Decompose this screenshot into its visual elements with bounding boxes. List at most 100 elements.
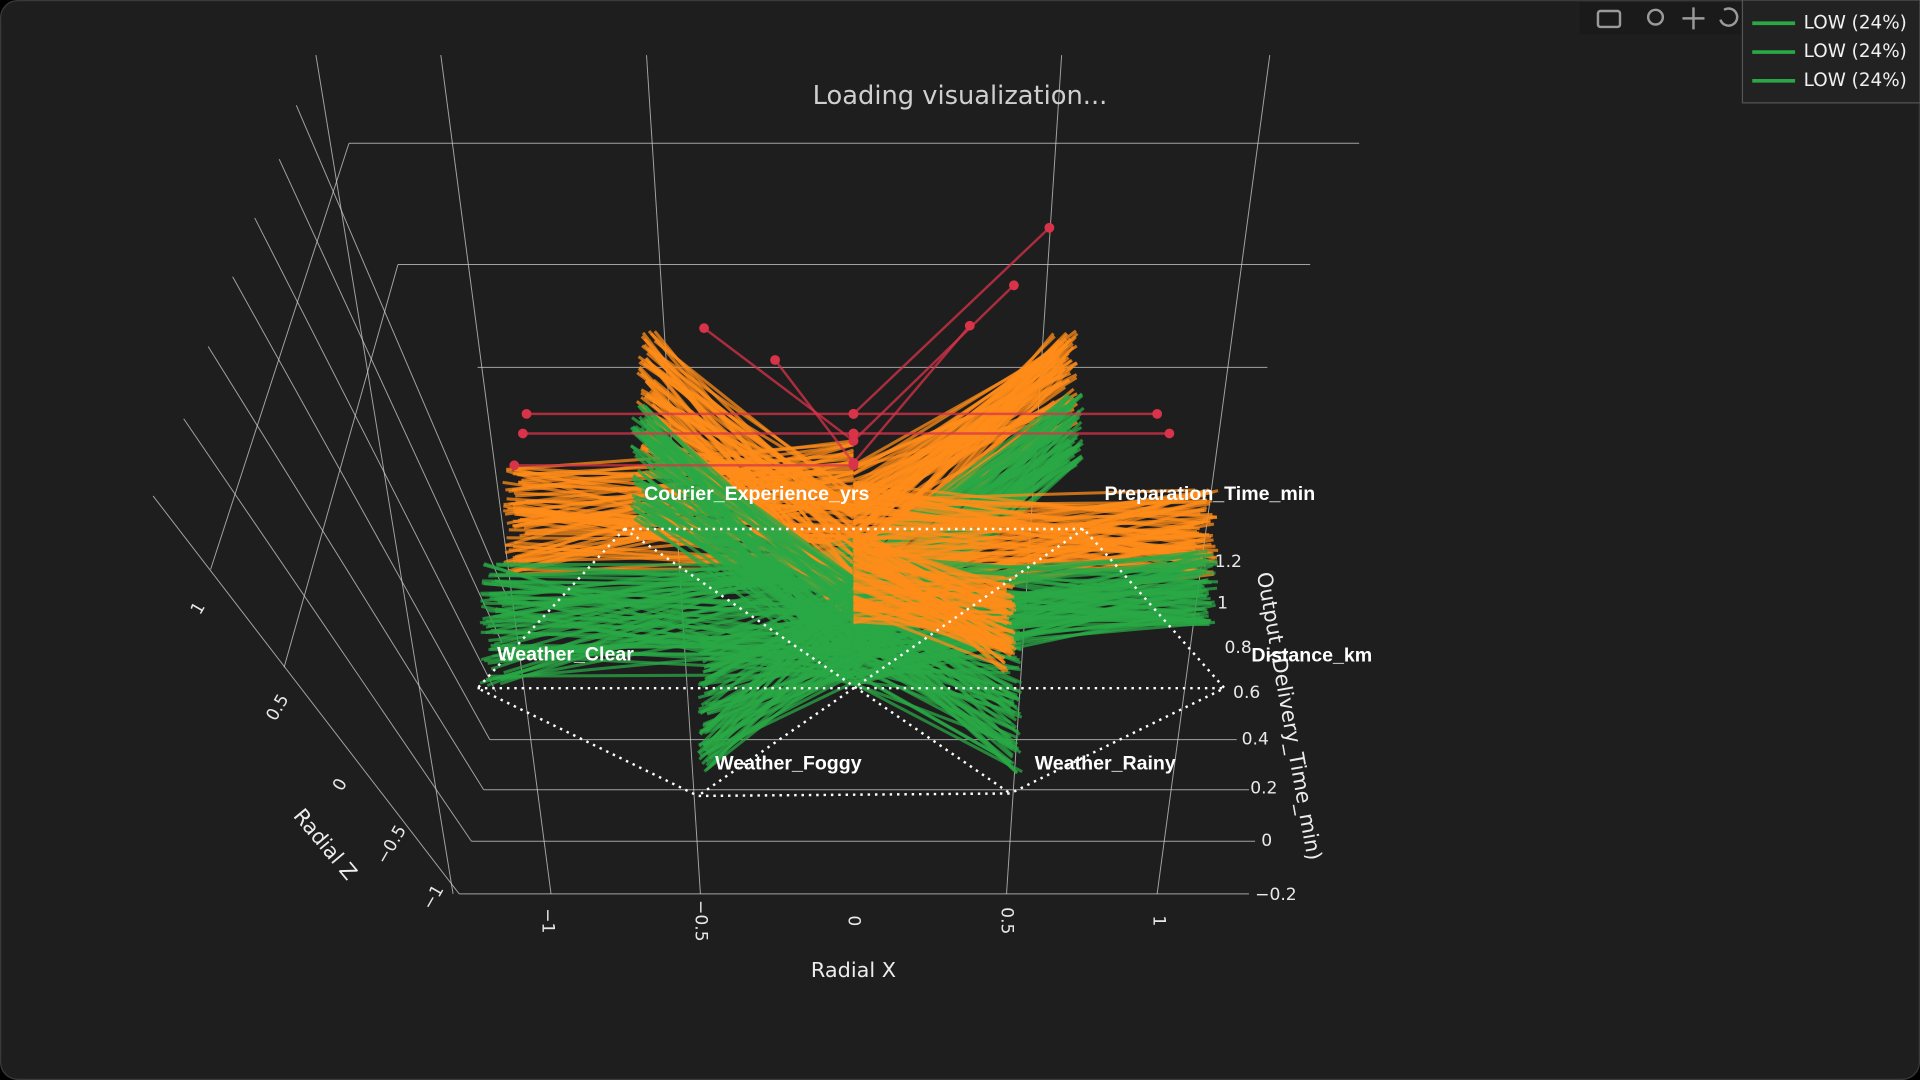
trace-line (699, 621, 855, 715)
feature-label: Weather_Clear (497, 643, 634, 665)
x-tick-label: 1 (1148, 915, 1168, 926)
camera-icon[interactable] (1596, 9, 1622, 29)
grid-line (315, 55, 454, 894)
trace-line (697, 654, 854, 700)
output-tick-label: −0.2 (1255, 885, 1297, 905)
trace-line (853, 584, 1015, 607)
trace-line (647, 466, 855, 600)
trace-line (705, 612, 854, 667)
output-tick-label: 1.2 (1215, 552, 1242, 572)
grid-line (207, 346, 485, 791)
feature-label: Courier_Experience_yrs (644, 483, 869, 505)
trace-point (509, 460, 520, 471)
x-tick-label: 0.5 (997, 907, 1017, 934)
trace-line (702, 654, 855, 748)
trace-line (633, 482, 855, 589)
grid-line (210, 143, 350, 570)
grid-line (440, 55, 552, 894)
trace-line (852, 535, 1014, 590)
dotted-line (623, 527, 1011, 795)
trace-line (629, 426, 855, 581)
trace-line (852, 597, 1006, 652)
traces (479, 222, 1219, 775)
trace-line (702, 655, 855, 728)
grid-line (278, 158, 503, 644)
trace-line (644, 357, 855, 549)
trace-line (852, 670, 1015, 765)
trace-point (848, 435, 859, 446)
trace-line (852, 682, 1018, 747)
trace-line (852, 344, 1058, 498)
trace-line (643, 423, 855, 579)
grid-line (152, 495, 460, 895)
grid-line (254, 217, 497, 693)
trace-line (852, 655, 1023, 719)
trace-line (699, 681, 855, 758)
trace-line (852, 681, 1023, 774)
grid (152, 55, 1360, 895)
trace-line (853, 581, 1005, 604)
trace-line (705, 584, 855, 733)
trace-line (853, 595, 1013, 617)
grid-line (295, 105, 509, 601)
trace-point (848, 428, 859, 439)
trace-line (852, 619, 1014, 706)
grid-line (1156, 55, 1271, 894)
trace-point (848, 408, 859, 419)
trace-line (852, 349, 1058, 487)
trace-line (852, 544, 1009, 673)
trace-line (701, 579, 855, 643)
x-tick-label: −1 (537, 908, 557, 933)
output-tick-label: 0.4 (1242, 730, 1269, 750)
x-tick-label: −0.5 (690, 900, 710, 942)
trace-line (853, 490, 1203, 543)
trace-line (641, 331, 855, 608)
trace-point (1152, 408, 1163, 419)
trace-line (852, 324, 971, 464)
orbit-icon[interactable] (1719, 7, 1739, 27)
feature-label: Preparation_Time_min (1104, 483, 1315, 505)
feature-label: Weather_Rainy (1035, 752, 1176, 774)
legend: LOW (24%) LOW (24%) LOW (24%) (1741, 0, 1920, 104)
trace-line (651, 403, 855, 574)
trace-line (653, 351, 855, 494)
grid-line (183, 418, 472, 842)
trace-point (1164, 428, 1175, 439)
trace-line (852, 226, 1051, 415)
trace-line (852, 619, 1012, 768)
trace-point (517, 428, 528, 439)
output-tick-label: 1 (1217, 594, 1228, 614)
trace-line (635, 400, 855, 577)
trace-line (853, 520, 1211, 530)
trace-point (521, 408, 532, 419)
trace-point (1008, 280, 1019, 291)
legend-text: LOW (24%) (1804, 70, 1907, 91)
feature-frame (475, 527, 1227, 798)
trace-line (853, 555, 1006, 598)
trace-point (1044, 222, 1055, 233)
feature-label: Distance_km (1251, 644, 1372, 666)
feature-label: Weather_Foggy (715, 752, 862, 774)
trace-line (852, 568, 1015, 640)
trace-line (852, 570, 1013, 745)
output-tick-label: 0 (1261, 831, 1272, 851)
grid-line (283, 264, 399, 668)
trace-line (703, 327, 855, 442)
pan-icon[interactable] (1682, 7, 1705, 30)
trace-line (853, 527, 1197, 534)
x-tick-label: 0 (843, 915, 863, 926)
trace-line (853, 679, 1014, 704)
output-tick-label: 0.8 (1224, 638, 1251, 658)
trace-line (774, 359, 855, 464)
trace-line (698, 648, 854, 685)
toolbar (1579, 2, 1744, 35)
legend-text: LOW (24%) (1804, 12, 1907, 33)
trace-line (853, 491, 1195, 559)
trace-line (707, 580, 855, 707)
trace-line (701, 640, 854, 653)
trace-line (635, 514, 855, 608)
trace-line (853, 606, 1007, 654)
zoom-icon[interactable] (1646, 8, 1665, 26)
